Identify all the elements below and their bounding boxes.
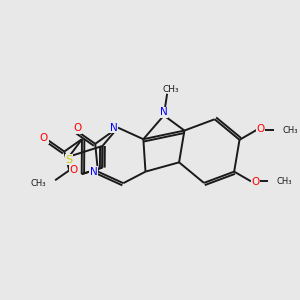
Text: CH₃: CH₃ (282, 126, 298, 135)
Text: O: O (256, 124, 265, 134)
Text: O: O (70, 165, 78, 175)
Text: S: S (66, 155, 73, 165)
Text: N: N (160, 107, 168, 117)
Text: CH₃: CH₃ (162, 85, 179, 94)
Text: CH₃: CH₃ (277, 177, 292, 186)
Text: O: O (40, 133, 48, 143)
Text: N: N (90, 167, 98, 177)
Text: CH₃: CH₃ (31, 179, 46, 188)
Text: N: N (110, 123, 118, 133)
Text: O: O (251, 177, 260, 188)
Text: O: O (74, 123, 82, 133)
